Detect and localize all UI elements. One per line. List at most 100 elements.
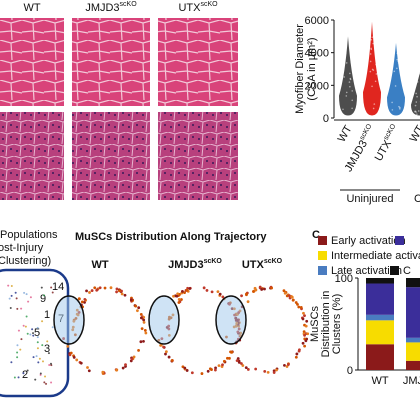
x-tick-label-base: UTX	[373, 138, 395, 164]
trajectory-dot	[252, 290, 255, 293]
cluster-dot	[40, 286, 43, 289]
trajectory-dot	[241, 364, 245, 367]
trajectory-dot	[164, 352, 167, 356]
cluster-dot	[41, 320, 44, 323]
cluster-number: 2	[22, 369, 28, 381]
trajectory-dot	[295, 352, 299, 356]
cluster-dot	[10, 284, 13, 287]
legend-label: Early activation	[331, 235, 406, 247]
cluster-dot	[43, 381, 46, 384]
y-tick-label: 6000	[305, 15, 329, 27]
side-title: ost-Injury	[0, 242, 44, 254]
cluster-dot	[20, 338, 23, 341]
cluster-dot	[8, 297, 11, 300]
trajectory-dot	[214, 368, 217, 372]
cluster-dot	[13, 376, 16, 379]
trajectory-label-sup: scKO	[264, 258, 283, 265]
trajectory-dot	[109, 286, 113, 290]
trajectory-dot	[235, 359, 239, 363]
trajectory-dot	[272, 371, 276, 374]
strip-dot	[370, 38, 373, 41]
strip-dot	[369, 53, 372, 55]
cluster-dot	[17, 329, 20, 332]
strip-dot	[397, 62, 400, 64]
y-axis-label: Distribution in	[320, 291, 332, 358]
cluster-dot	[51, 326, 54, 329]
trajectory-dot	[144, 331, 148, 335]
trajectory-dot	[301, 341, 305, 345]
x-tick-label-sup: scKO	[359, 123, 374, 142]
trajectory-dot	[291, 298, 295, 302]
cluster-number: 14	[52, 281, 64, 293]
trajectory-dot	[283, 364, 286, 367]
cluster-dot	[36, 326, 39, 329]
strip-dot	[393, 70, 396, 73]
bar-segment	[366, 344, 394, 370]
trajectory-dot	[177, 301, 181, 304]
strip-dot	[345, 52, 347, 54]
strip-dot	[343, 59, 346, 61]
strip-dot	[372, 69, 375, 71]
x-tick-label-base: WT	[408, 123, 420, 144]
strip-dot	[345, 62, 348, 64]
bar-segment	[366, 320, 394, 345]
y-axis-label: Myofiber Diameter	[294, 24, 306, 114]
micrograph	[0, 112, 64, 200]
cluster-dot	[46, 340, 49, 343]
cluster-dot	[10, 361, 13, 364]
cluster-dot	[32, 332, 35, 335]
strip-dot	[415, 101, 418, 103]
trajectory-dot	[240, 362, 243, 365]
trajectory-dot	[266, 370, 270, 374]
trajectory-dot	[246, 368, 250, 371]
cluster-dot	[50, 381, 53, 384]
strip-dot	[349, 78, 352, 81]
cluster-dot	[41, 360, 44, 363]
trajectory-dot	[202, 286, 206, 290]
cluster-dot	[22, 324, 25, 327]
trajectory-dot	[142, 320, 146, 324]
cluster-dot	[31, 328, 34, 331]
cluster-dot	[9, 307, 12, 310]
cluster-number: 5	[34, 327, 40, 339]
strip	[411, 72, 420, 116]
strip-dot	[396, 52, 399, 55]
cluster-dot	[16, 356, 19, 359]
trajectory-dot	[188, 287, 192, 290]
trajectory-dot	[260, 288, 264, 291]
x-tick-label: UTXscKO	[372, 123, 403, 164]
trajectory-dot	[275, 368, 278, 372]
strip-dot	[351, 99, 354, 102]
trajectory-dot	[270, 286, 274, 290]
bar-segment	[406, 287, 420, 338]
cluster-number: 3	[44, 343, 50, 355]
micrograph	[158, 18, 238, 106]
cluster-dot	[15, 297, 18, 300]
highlight-ellipse	[53, 295, 85, 345]
strip-dot	[342, 108, 344, 111]
strip-dot	[390, 71, 393, 74]
trajectory-dot	[299, 306, 303, 309]
trajectory-dot	[130, 357, 134, 361]
histology-images	[0, 18, 238, 200]
strip-dot	[391, 109, 394, 111]
cluster-dot	[48, 364, 51, 367]
trajectory-dot	[297, 305, 301, 309]
cluster-dot	[29, 296, 32, 299]
strip-dot	[374, 80, 377, 83]
trajectory-dot	[190, 371, 194, 375]
trajectory-dot	[137, 306, 141, 310]
strip-dot	[372, 42, 374, 45]
bar-segment	[406, 342, 420, 361]
bar-segment	[366, 278, 394, 284]
strip-dot	[349, 85, 351, 88]
cluster-dot	[37, 361, 40, 364]
highlight-ellipse	[148, 295, 180, 345]
trajectory-label-sup: scKO	[204, 258, 223, 265]
trajectory-dot	[142, 339, 145, 343]
micrograph	[0, 18, 64, 106]
strip-dot	[394, 85, 397, 87]
trajectory-dot	[228, 356, 231, 360]
strip-dot	[416, 95, 418, 98]
y-axis-label: Clusters (%)	[331, 294, 343, 355]
